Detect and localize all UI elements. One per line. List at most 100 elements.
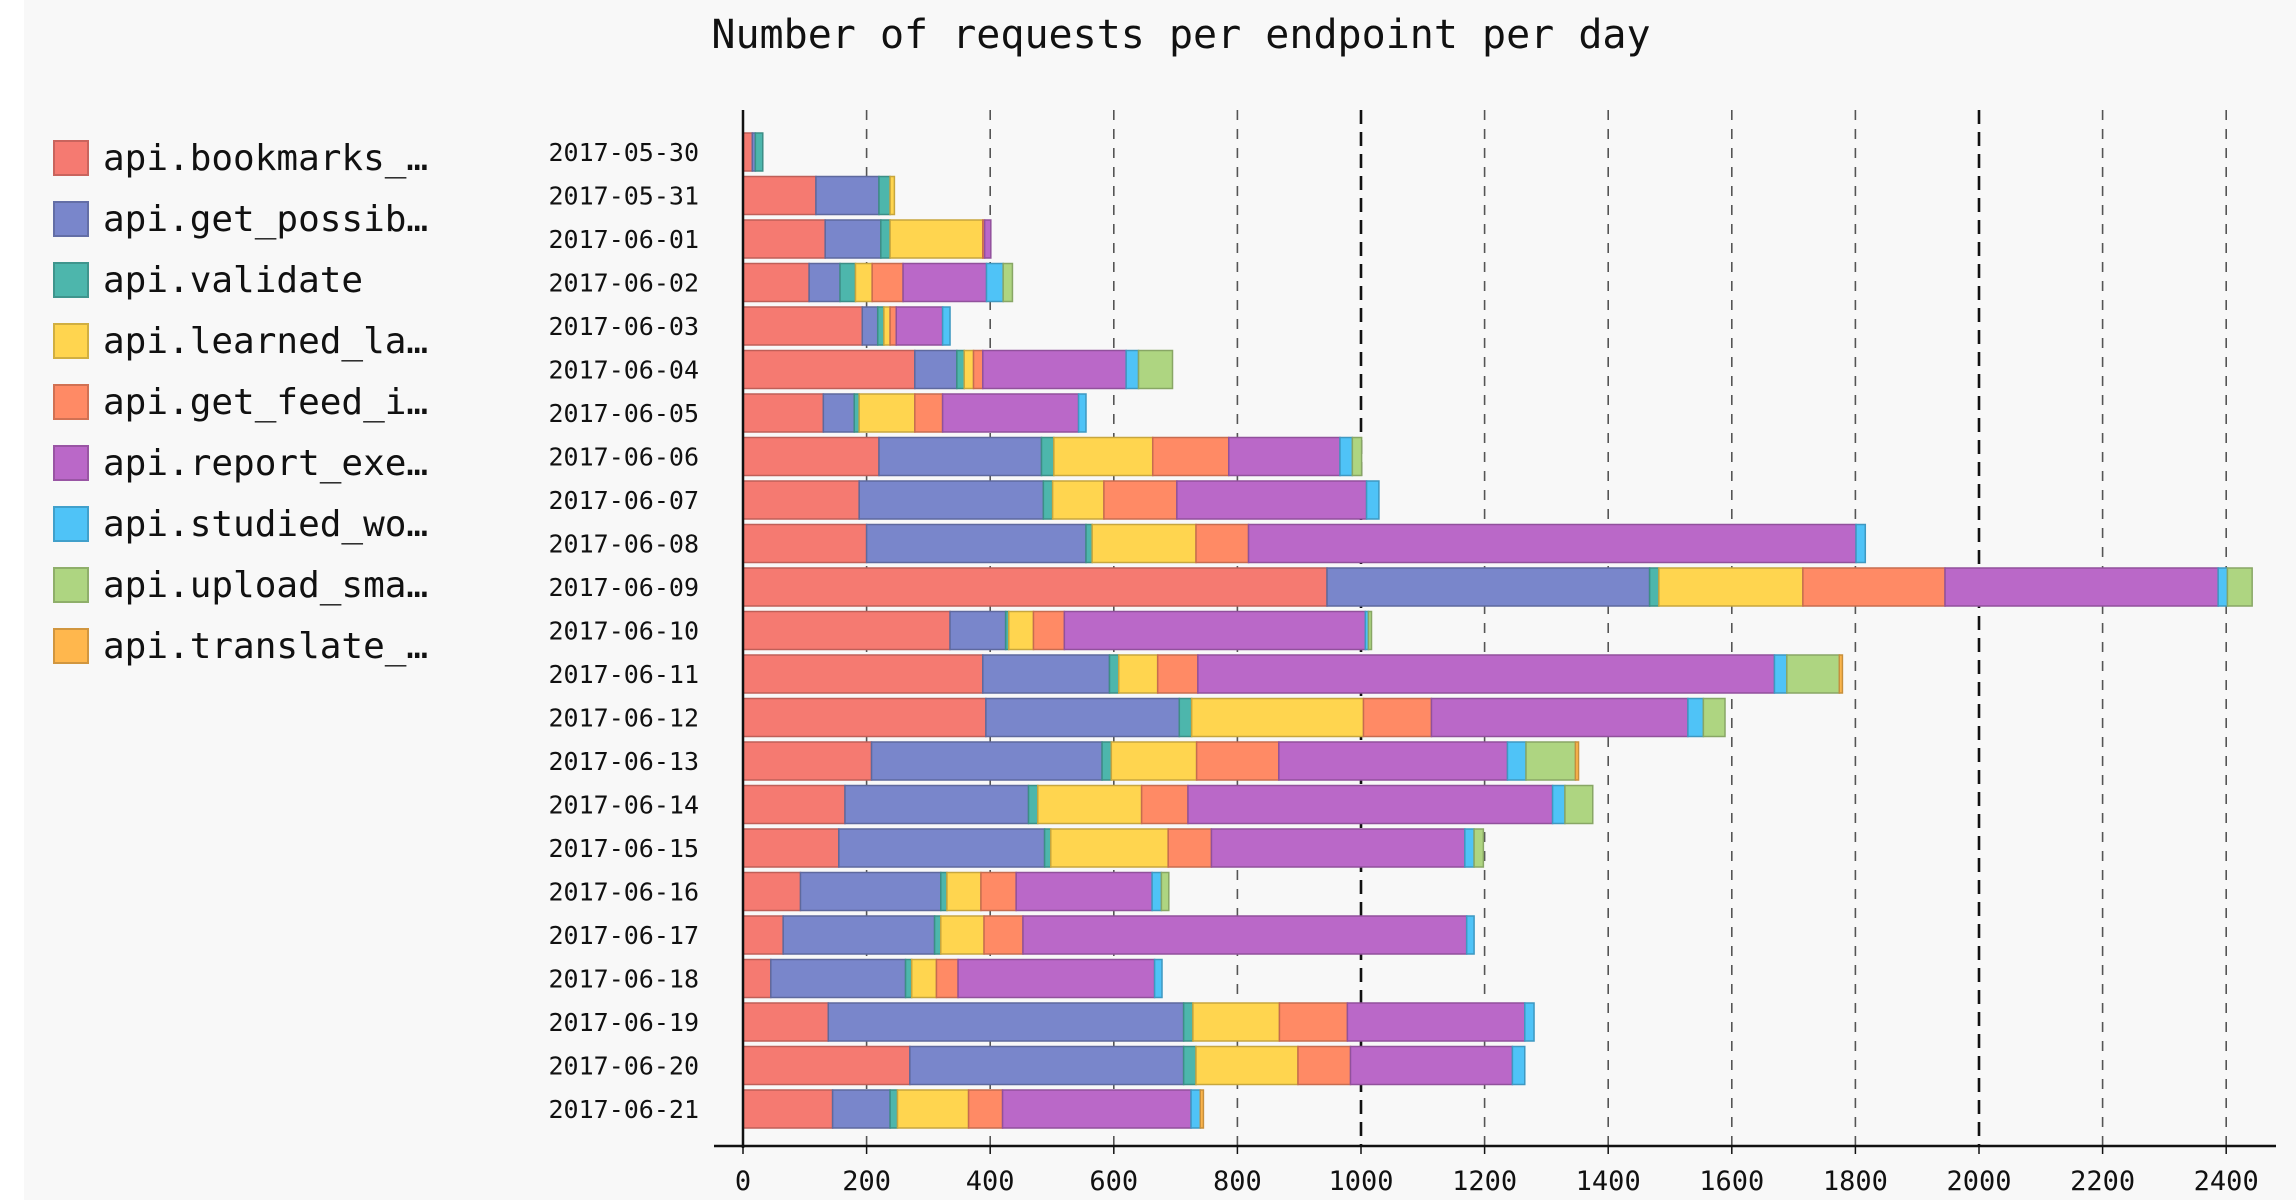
bar-segment bbox=[1210, 828, 1466, 868]
bar-segment bbox=[831, 1089, 891, 1129]
bar-segment bbox=[1192, 1002, 1281, 1042]
bar-segment bbox=[1367, 610, 1373, 651]
bar-segment bbox=[914, 393, 944, 433]
bar-segment bbox=[827, 1002, 1185, 1042]
bar-segment bbox=[889, 1089, 899, 1129]
bar-segment bbox=[1160, 871, 1170, 912]
bar-segment bbox=[1365, 480, 1380, 520]
bar-segment bbox=[1002, 262, 1014, 303]
legend-label: api.bookmarks_… bbox=[103, 138, 428, 179]
chart-title: Number of requests per endpoint per day bbox=[711, 12, 1650, 58]
axes bbox=[714, 110, 2276, 1148]
bar-segment bbox=[1430, 697, 1689, 738]
bar-segment bbox=[933, 915, 942, 955]
bar-segment bbox=[1042, 480, 1054, 520]
bar-segment bbox=[1085, 523, 1093, 564]
legend-swatch bbox=[53, 201, 89, 237]
stacked-bar-chart: Number of requests per endpoint per day … bbox=[53, 12, 2276, 1197]
legend-swatch bbox=[53, 445, 89, 481]
bar-segment bbox=[815, 175, 880, 216]
bar-segment bbox=[742, 175, 817, 216]
bar-segment bbox=[1190, 1089, 1202, 1129]
y-tick-label: 2017-06-14 bbox=[548, 791, 699, 820]
bar-segment bbox=[742, 567, 1328, 607]
bar-segment bbox=[902, 262, 988, 303]
legend-swatch bbox=[53, 506, 89, 542]
bar-segment bbox=[1278, 741, 1509, 781]
bar-segment bbox=[782, 915, 936, 955]
bar-segment bbox=[895, 306, 944, 346]
bar-segment bbox=[839, 262, 857, 303]
bar-segment bbox=[1117, 654, 1159, 694]
bar-segment bbox=[1524, 1002, 1535, 1042]
bar-segment bbox=[1227, 436, 1341, 477]
bar-segment bbox=[983, 219, 992, 259]
bar-segment bbox=[1362, 697, 1433, 738]
bar-segment bbox=[742, 610, 951, 651]
bar-segment bbox=[1091, 523, 1197, 564]
bar-segment bbox=[854, 262, 873, 303]
y-tick-label: 2017-06-05 bbox=[548, 399, 699, 428]
bar-segment bbox=[742, 262, 810, 303]
y-tick-label: 2017-06-19 bbox=[548, 1008, 699, 1037]
bar-segment bbox=[1346, 1002, 1526, 1042]
bar-segment bbox=[1195, 1045, 1299, 1086]
y-tick-label: 2017-06-03 bbox=[548, 312, 699, 341]
bar-segment bbox=[967, 1089, 1004, 1129]
bar-segment bbox=[880, 219, 891, 259]
bar-segment bbox=[742, 828, 840, 868]
x-tick-label: 600 bbox=[1089, 1166, 1138, 1197]
y-axis-labels: 2017-05-30 2017-05-31 2017-06-01 2017-06-02… bbox=[548, 138, 699, 1124]
bar-segment bbox=[742, 697, 987, 738]
bar-segment bbox=[909, 1045, 1185, 1086]
bar-segment bbox=[742, 741, 873, 781]
y-tick-label: 2017-06-18 bbox=[548, 965, 699, 994]
bar-segment bbox=[1190, 697, 1365, 738]
bar-segment bbox=[1525, 741, 1577, 781]
bar-segment bbox=[1176, 480, 1368, 520]
x-tick-label: 200 bbox=[842, 1166, 891, 1197]
bar-segment bbox=[742, 349, 916, 390]
bar-segment bbox=[983, 915, 1024, 955]
bar-segment bbox=[822, 393, 855, 433]
bar-segment bbox=[1108, 654, 1120, 694]
bar-segment bbox=[941, 393, 1080, 433]
bar-segment bbox=[1125, 349, 1140, 390]
y-tick-label: 2017-06-16 bbox=[548, 878, 699, 907]
bar-segment bbox=[770, 958, 907, 999]
legend-label: api.learned_la… bbox=[103, 321, 428, 362]
bar-segment bbox=[1001, 1089, 1192, 1129]
bar-segment bbox=[1137, 349, 1174, 390]
bar-segment bbox=[889, 175, 896, 216]
bar-segment bbox=[1187, 784, 1554, 825]
bar-segment bbox=[985, 262, 1004, 303]
bar-segment bbox=[1473, 828, 1485, 868]
bar-segment bbox=[742, 1045, 911, 1086]
y-tick-label: 2017-06-12 bbox=[548, 704, 699, 733]
bar-segment bbox=[742, 132, 754, 172]
bar-segment bbox=[742, 306, 864, 346]
bar-segment bbox=[940, 915, 985, 955]
bar-segment bbox=[1838, 654, 1844, 694]
y-tick-label: 2017-06-11 bbox=[548, 660, 699, 689]
bar-segment bbox=[824, 219, 882, 259]
bar-segment bbox=[876, 306, 885, 346]
bar-segment bbox=[2226, 567, 2253, 607]
x-tick-label: 2000 bbox=[1946, 1166, 2011, 1197]
bar-segment bbox=[985, 697, 1181, 738]
y-tick-label: 2017-06-01 bbox=[548, 225, 699, 254]
bar-segment bbox=[1182, 1045, 1197, 1086]
bars bbox=[742, 132, 2253, 1129]
bar-segment bbox=[742, 784, 846, 825]
bar-segment bbox=[910, 958, 938, 999]
bar-segment bbox=[1167, 828, 1213, 868]
bar-segment bbox=[865, 523, 1087, 564]
legend-label: api.translate_… bbox=[103, 626, 428, 667]
bar-segment bbox=[1153, 958, 1163, 999]
bar-segment bbox=[1043, 828, 1052, 868]
bar-segment bbox=[1140, 784, 1189, 825]
x-axis-labels: 0 200 400 600 800 1000 1200 1400 1600 1800 2000 220… bbox=[735, 1146, 2259, 1197]
bar-segment bbox=[871, 262, 904, 303]
x-tick-label: 1200 bbox=[1452, 1166, 1517, 1197]
bar-segment bbox=[1278, 1002, 1349, 1042]
